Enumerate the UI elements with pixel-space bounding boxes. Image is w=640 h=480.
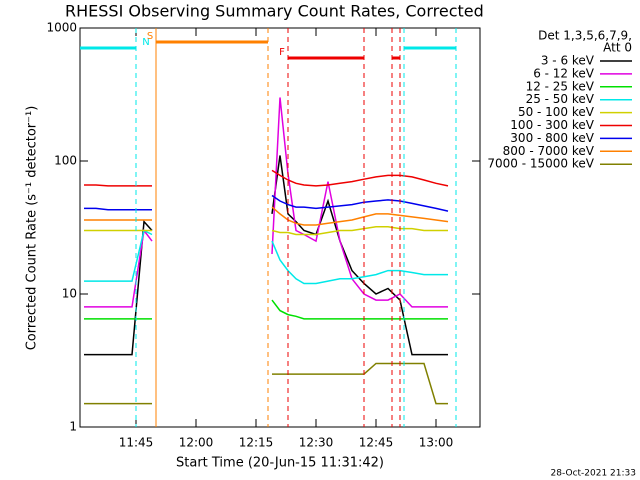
legend-label: 3 - 6 keV — [541, 54, 595, 68]
plot-frame — [79, 27, 481, 428]
x-tick-label: 12:15 — [239, 436, 274, 450]
legend-header: Att 0 — [603, 41, 632, 55]
legend-label: 25 - 50 keV — [526, 92, 595, 106]
legend-label: 50 - 100 keV — [518, 105, 595, 119]
series-line — [84, 194, 449, 212]
legend-label: 300 - 800 keV — [510, 131, 594, 145]
x-tick-label: 11:45 — [119, 436, 154, 450]
x-tick-label: 12:00 — [179, 436, 214, 450]
legend-label: 100 - 300 keV — [510, 118, 594, 132]
x-tick-label: 12:45 — [359, 436, 394, 450]
flag-label: N — [142, 37, 149, 48]
series-line — [84, 299, 448, 320]
legend-label: 800 - 7000 keV — [503, 144, 595, 158]
legend-label: 7000 - 15000 keV — [487, 157, 594, 171]
x-tick-label: 12:30 — [299, 436, 334, 450]
footer: 28-Oct-2021 21:33 — [551, 469, 636, 479]
flag-label: F — [279, 47, 285, 58]
y-tick-label: 100 — [54, 154, 77, 168]
legend-header: Det 1,3,5,6,7,9, — [538, 29, 632, 43]
flag-label: S — [147, 31, 153, 42]
series-line — [84, 226, 448, 236]
series-line — [84, 155, 448, 356]
legend-label: 6 - 12 keV — [533, 66, 595, 80]
legend-label: 12 - 25 keV — [526, 79, 595, 93]
x-tick-label: 13:00 — [419, 436, 454, 450]
series-line — [84, 169, 449, 187]
series-line — [84, 362, 448, 405]
y-tick-label: 1000 — [46, 21, 77, 35]
y-tick-label: 1 — [69, 420, 77, 434]
chart-title: RHESSI Observing Summary Count Rates, Co… — [65, 2, 484, 21]
y-axis-label: Corrected Count Rate (s⁻¹ detector⁻¹) — [25, 106, 40, 351]
x-axis-label: Start Time (20-Jun-15 11:31:42) — [176, 456, 384, 471]
series-line — [84, 206, 449, 226]
y-tick-label: 10 — [62, 287, 77, 301]
